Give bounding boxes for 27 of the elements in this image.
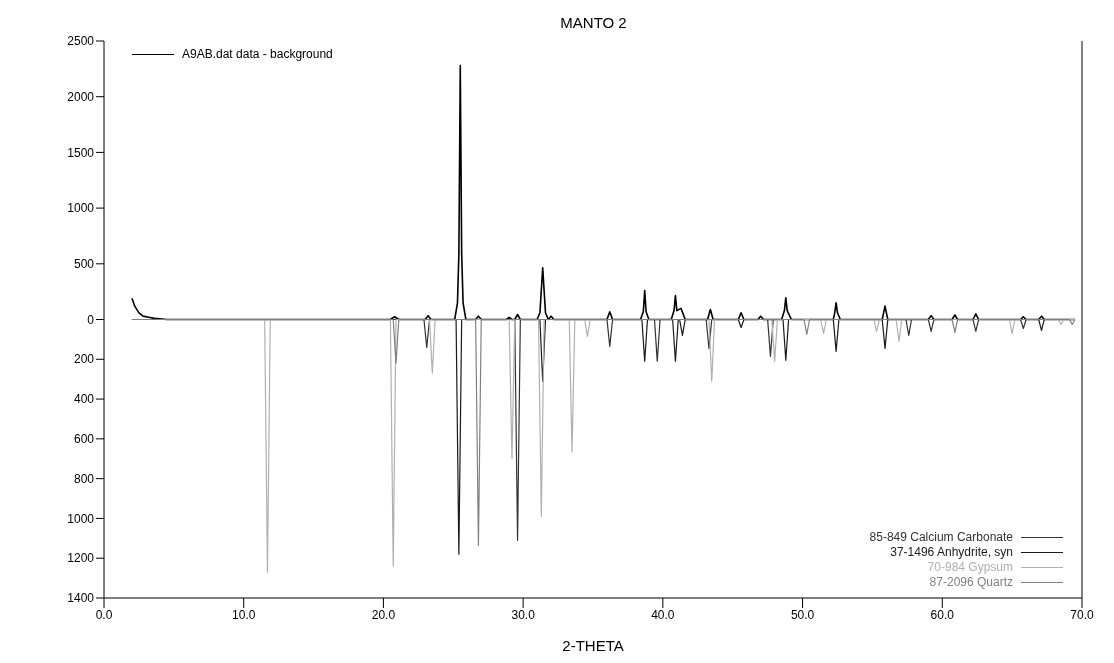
x-tick-label: 30.0 (511, 607, 536, 622)
y2-tick-label: 600 (73, 432, 95, 447)
text: A9AB.dat data - background (182, 47, 333, 61)
x-tick-label: 0.0 (95, 607, 113, 622)
y-tick-label: 500 (73, 257, 95, 272)
legend-label: 85-849 Calcium Carbonate (869, 530, 1013, 545)
x-tick-label: 40.0 (651, 607, 675, 622)
x-tick-label: 10.0 (232, 607, 256, 622)
y-tick-label: 1000 (67, 201, 95, 216)
x-tick-label: 50.0 (790, 607, 815, 622)
legend-label: 87-2096 Quartz (929, 575, 1013, 590)
x-tick-label: 60.0 (930, 607, 955, 622)
y-tick-label: 1500 (67, 145, 95, 160)
y2-tick-label: 1200 (67, 551, 95, 566)
x-tick-label: 70.0 (1070, 607, 1094, 622)
y-tick-label: 2000 (67, 89, 95, 104)
y2-tick-label: 1400 (67, 591, 95, 606)
y-tick-label: 0 (87, 312, 95, 327)
chart-title: MANTO 2 (559, 14, 628, 31)
legend-label: 70-984 Gypsum (927, 560, 1013, 575)
legend-label: 37-1496 Anhydrite, syn (890, 545, 1013, 560)
x-tick-label: 20.0 (371, 607, 396, 622)
y-tick-label: 2500 (67, 34, 95, 49)
y2-tick-label: 400 (73, 392, 95, 407)
x-axis-title: 2-THETA (562, 637, 624, 654)
y2-tick-label: 200 (73, 352, 95, 367)
y2-tick-label: 800 (73, 471, 95, 486)
